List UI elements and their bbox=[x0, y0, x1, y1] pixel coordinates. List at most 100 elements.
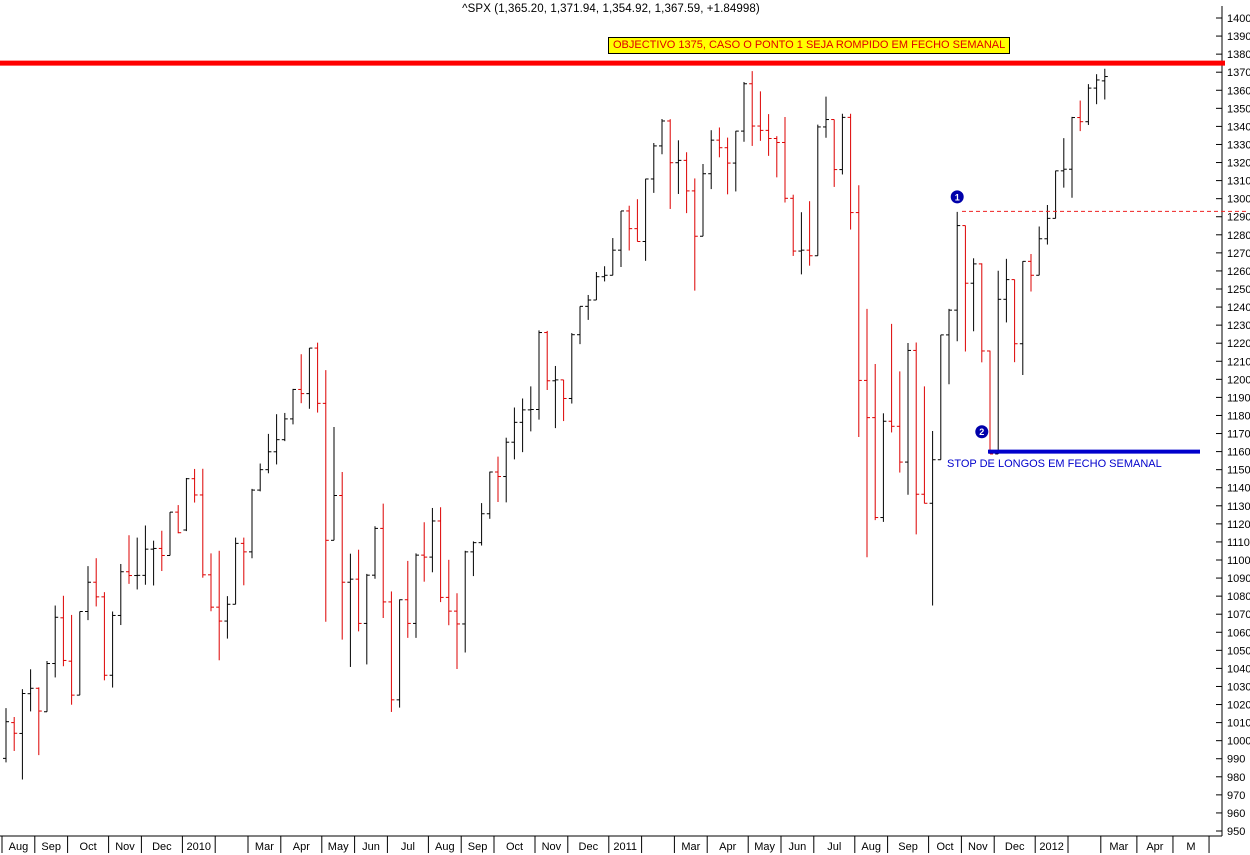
x-axis-label: Apr bbox=[719, 841, 736, 853]
x-axis-label: May bbox=[328, 841, 349, 853]
price-bar bbox=[896, 371, 903, 473]
axes: 1400 1390 1380 1370 1360 1350 1340 1330 1320 1310… bbox=[0, 6, 1250, 853]
y-axis-label: 1080 bbox=[1227, 591, 1250, 603]
price-bar bbox=[413, 553, 419, 638]
svg-text:2: 2 bbox=[979, 427, 984, 437]
price-bar bbox=[306, 347, 313, 409]
price-bar bbox=[855, 185, 862, 437]
price-bar bbox=[749, 71, 756, 146]
price-bar bbox=[634, 199, 641, 242]
y-axis-label: 1390 bbox=[1227, 31, 1250, 43]
x-axis-label: 2010 bbox=[187, 841, 211, 853]
price-bar bbox=[585, 294, 592, 320]
price-bar bbox=[216, 550, 223, 661]
price-bar bbox=[240, 537, 247, 586]
price-bar bbox=[421, 522, 428, 582]
price-bar bbox=[519, 398, 526, 453]
price-bar bbox=[593, 272, 600, 301]
x-axis-label: Oct bbox=[80, 841, 97, 853]
price-bar bbox=[560, 379, 567, 422]
price-bar bbox=[1028, 253, 1034, 292]
y-axis-label: 1020 bbox=[1227, 700, 1250, 712]
y-axis-label: 980 bbox=[1227, 772, 1245, 784]
price-bar bbox=[1077, 100, 1084, 132]
price-bar bbox=[905, 343, 911, 495]
y-axis-label: 1110 bbox=[1227, 537, 1250, 549]
y-axis-label: 1280 bbox=[1227, 230, 1250, 242]
price-bar bbox=[503, 437, 510, 503]
price-bar bbox=[175, 505, 182, 534]
x-axis-label: Oct bbox=[936, 841, 953, 853]
y-axis-label: 1300 bbox=[1227, 194, 1250, 206]
y-axis-label: 1010 bbox=[1227, 718, 1250, 730]
price-bar bbox=[1003, 258, 1010, 323]
price-bar bbox=[85, 566, 91, 621]
price-bar bbox=[839, 113, 846, 175]
price-bar bbox=[946, 308, 952, 385]
price-bar bbox=[167, 511, 173, 556]
y-axis-label: 1400 bbox=[1227, 13, 1250, 25]
y-axis-label: 1170 bbox=[1227, 429, 1250, 441]
price-bar bbox=[773, 136, 780, 178]
price-bar bbox=[298, 354, 305, 404]
price-bar bbox=[618, 210, 624, 267]
price-bar bbox=[27, 669, 34, 712]
price-bar bbox=[609, 238, 616, 276]
price-bar bbox=[708, 130, 715, 190]
y-axis-label: 1040 bbox=[1227, 663, 1250, 675]
objective-annotation: OBJECTIVO 1375, CASO O PONTO 1 SEJA ROMP… bbox=[608, 37, 1011, 54]
x-axis-label: Aug bbox=[435, 841, 455, 853]
price-bar bbox=[970, 258, 977, 332]
x-axis-label: May bbox=[754, 841, 775, 853]
price-bar bbox=[404, 560, 411, 638]
price-bar bbox=[495, 456, 501, 503]
y-axis-label: 1290 bbox=[1227, 212, 1250, 224]
price-bar bbox=[19, 689, 26, 780]
x-axis-label: Apr bbox=[293, 841, 310, 853]
price-bar bbox=[429, 507, 436, 573]
y-axis-label: 990 bbox=[1227, 754, 1245, 766]
price-bar bbox=[281, 412, 288, 442]
price-bar bbox=[987, 350, 993, 455]
price-bar bbox=[355, 549, 362, 632]
y-axis-label: 1250 bbox=[1227, 284, 1250, 296]
y-axis-label: 1320 bbox=[1227, 158, 1250, 170]
y-axis-label: 1210 bbox=[1227, 356, 1250, 368]
price-bar bbox=[601, 266, 608, 282]
price-bar bbox=[527, 386, 534, 432]
x-axis-label: Aug bbox=[861, 841, 881, 853]
price-bar bbox=[470, 541, 477, 577]
price-bar bbox=[1069, 116, 1075, 198]
price-bar bbox=[150, 540, 157, 586]
price-bar bbox=[1036, 226, 1043, 276]
price-bar bbox=[724, 137, 731, 195]
x-axis-label: Mar bbox=[255, 841, 274, 853]
price-bar bbox=[3, 708, 9, 763]
y-axis-label: 1160 bbox=[1227, 447, 1250, 459]
y-axis-label: 1150 bbox=[1227, 465, 1250, 477]
price-bar bbox=[1085, 84, 1092, 125]
price-bar bbox=[675, 140, 682, 194]
price-bar bbox=[265, 433, 272, 474]
price-bar bbox=[290, 388, 296, 425]
point-marker-1: 1 bbox=[950, 190, 964, 204]
price-bar bbox=[191, 468, 198, 503]
price-bar bbox=[363, 573, 370, 665]
price-bar bbox=[478, 503, 485, 546]
price-bar bbox=[995, 270, 1002, 455]
y-axis-label: 1180 bbox=[1227, 410, 1250, 422]
y-axis-label: 1230 bbox=[1227, 320, 1250, 332]
price-bar bbox=[683, 152, 690, 214]
price-bar bbox=[937, 334, 944, 461]
price-bar bbox=[60, 595, 67, 667]
x-axis-label: Jun bbox=[362, 841, 380, 853]
price-bar bbox=[11, 716, 18, 751]
x-axis-label: M bbox=[1186, 841, 1195, 853]
stop-annotation: STOP DE LONGOS EM FECHO SEMANAL bbox=[947, 458, 1162, 470]
y-axis-label: 1100 bbox=[1227, 555, 1250, 567]
price-bar bbox=[831, 119, 838, 187]
y-axis-label: 1190 bbox=[1227, 392, 1250, 404]
price-bar bbox=[372, 526, 378, 579]
